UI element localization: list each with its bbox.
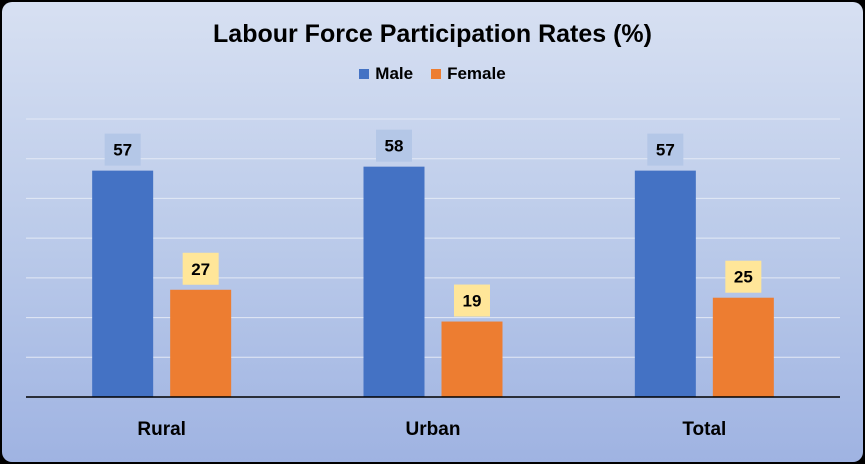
bar-female-total: [712, 297, 774, 397]
data-label-box: [647, 133, 684, 166]
legend-item-male: Male: [359, 64, 413, 84]
data-label-box: [182, 252, 219, 285]
chart-legend: Male Female: [2, 64, 863, 84]
data-label-female-rural: 27: [191, 260, 210, 279]
bar-female-urban: [441, 321, 503, 397]
data-label-female-urban: 19: [463, 292, 482, 311]
legend-label-male: Male: [375, 64, 414, 83]
bar-female-rural: [170, 289, 232, 397]
category-label-total: Total: [682, 419, 726, 440]
category-label-rural: Rural: [137, 419, 186, 440]
data-label-box: [376, 129, 412, 162]
legend-swatch-male: [359, 69, 370, 79]
data-label-male-total: 57: [656, 141, 675, 160]
chart-title: Labour Force Participation Rates (%): [213, 20, 652, 48]
data-label-box: [104, 133, 141, 166]
data-label-female-total: 25: [734, 268, 753, 287]
data-label-box: [725, 260, 762, 293]
bar-male-urban: [363, 166, 425, 397]
legend-item-female: Female: [431, 64, 506, 84]
legend-label-female: Female: [447, 64, 506, 83]
legend-swatch-female: [431, 69, 442, 79]
data-label-male-rural: 57: [113, 141, 132, 160]
data-label-male-urban: 58: [385, 137, 404, 156]
category-label-urban: Urban: [406, 419, 461, 440]
bar-male-total: [634, 170, 696, 397]
bar-male-rural: [92, 170, 154, 397]
data-label-box: [454, 284, 490, 317]
